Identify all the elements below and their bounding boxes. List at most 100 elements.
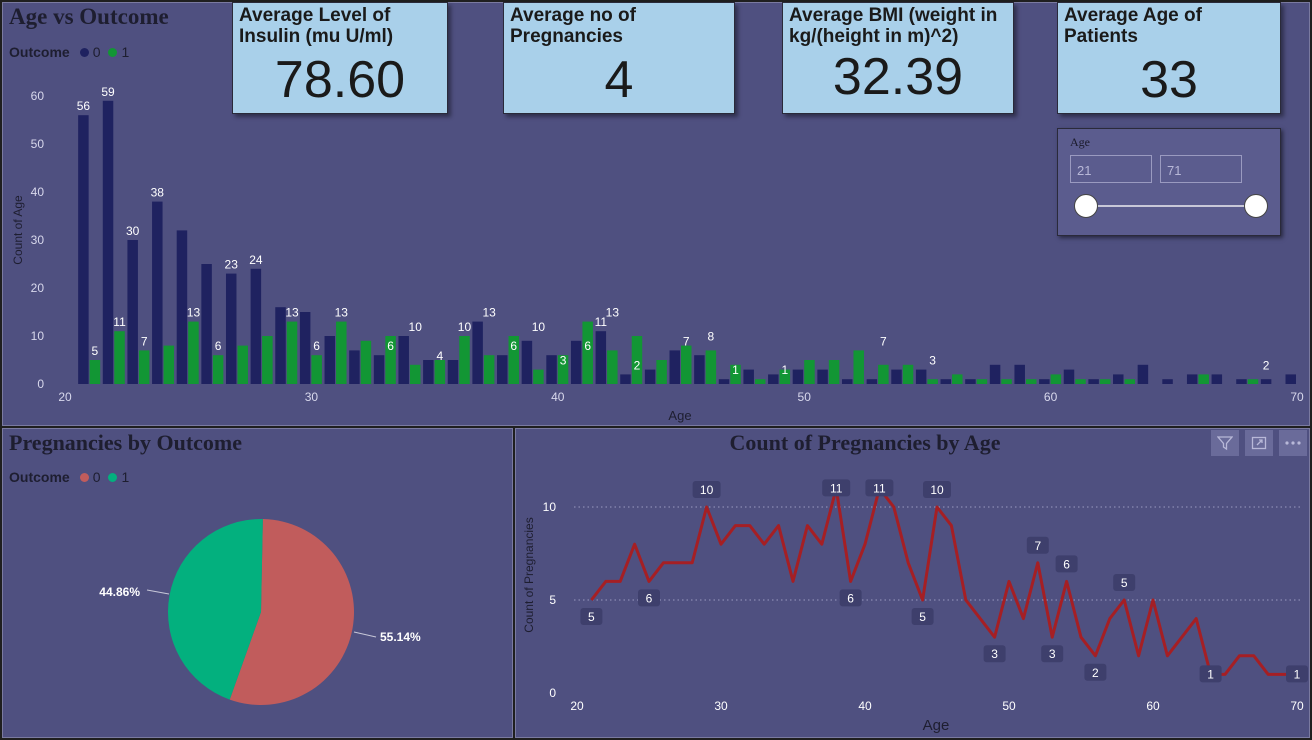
bar-data-label: 1 — [781, 363, 788, 377]
x-tick-label: 20 — [570, 699, 584, 713]
legend-dot-1 — [108, 47, 118, 57]
bar-outcome-1 — [89, 360, 101, 384]
age-min-input[interactable]: 21 — [1070, 155, 1152, 183]
bar-outcome-0 — [497, 355, 508, 384]
bar-data-label: 6 — [313, 339, 320, 353]
bar-outcome-0 — [915, 369, 927, 384]
bar-outcome-0 — [841, 379, 853, 384]
bar-outcome-0 — [792, 369, 804, 384]
age-vs-outcome-bar-chart: 0 10 20 30 40 50 60 20 30 40 50 60 70 Age Count of Age… — [11, 85, 1304, 423]
bar-data-label: 56 — [77, 99, 91, 113]
pie-legend-dot-0 — [79, 472, 89, 482]
y-tick-label: 50 — [31, 137, 45, 151]
bar-data-label: 6 — [215, 339, 222, 353]
bar-chart-title: Age vs Outcome — [9, 4, 169, 29]
bar-outcome-0 — [546, 355, 557, 384]
pregnancies-card: Average no of Pregnancies 4 — [503, 2, 735, 114]
bar-outcome-0 — [152, 201, 163, 384]
count-of-pregnancies-panel — [515, 428, 1310, 738]
bar-outcome-1 — [1099, 379, 1111, 384]
pie-leader-line — [353, 631, 377, 638]
bar-outcome-1 — [927, 379, 938, 384]
pie-chart-legend: Outcome 0 1 — [9, 469, 129, 485]
bar-outcome-0 — [940, 379, 952, 384]
filter-icon[interactable] — [1211, 430, 1239, 456]
age-card-value: 33 — [1140, 51, 1198, 109]
data-label-box — [911, 608, 934, 625]
bar-outcome-0 — [521, 340, 533, 384]
legend-label-1: 1 — [121, 44, 130, 60]
age-max-input[interactable]: 71 — [1160, 155, 1242, 183]
bar-outcome-0 — [965, 379, 976, 384]
y-tick-label: 0 — [549, 686, 556, 700]
bar-outcome-1 — [1075, 379, 1086, 384]
bar-outcome-0 — [1014, 364, 1025, 384]
bar-outcome-0 — [1186, 374, 1198, 384]
bar-outcome-1 — [138, 350, 150, 384]
bar-outcome-0 — [743, 369, 754, 384]
bar-data-label: 7 — [141, 334, 148, 348]
bar-data-label: 11 — [113, 315, 126, 329]
bar-data-label: 23 — [225, 258, 239, 272]
age-slider-max-handle[interactable] — [1244, 194, 1268, 218]
bar-outcome-1 — [311, 355, 322, 384]
x-axis-title: Age — [668, 408, 691, 423]
bar-data-label: 1 — [732, 363, 739, 377]
y-tick-label: 10 — [543, 500, 557, 514]
data-label-box — [692, 481, 721, 498]
focus-mode-icon[interactable] — [1245, 430, 1273, 456]
bar-data-label: 11 — [595, 315, 608, 329]
bar-data-label: 13 — [285, 306, 299, 320]
pie-chart-title: Pregnancies by Outcome — [9, 430, 243, 455]
data-label-box — [983, 645, 1006, 663]
bar-outcome-1 — [188, 321, 199, 384]
bar-outcome-0 — [1211, 374, 1223, 384]
line-series — [590, 486, 1297, 676]
bar-outcome-0 — [250, 268, 262, 384]
bar-outcome-1 — [360, 340, 372, 384]
x-tick-label: 60 — [1044, 390, 1058, 404]
bar-outcome-0 — [1285, 374, 1296, 384]
bar-outcome-0 — [1039, 379, 1050, 384]
bar-outcome-1 — [385, 336, 396, 384]
bar-outcome-0 — [768, 374, 779, 384]
x-tick-label: 70 — [1290, 699, 1304, 713]
bar-outcome-1 — [459, 336, 470, 384]
age-slider-track[interactable] — [1086, 205, 1258, 207]
bar-outcome-1 — [336, 321, 347, 384]
bmi-card: Average BMI (weight in kg/(height in m)^… — [782, 2, 1014, 114]
data-label-box — [1041, 645, 1064, 663]
pie-leader-line — [146, 589, 170, 595]
x-tick-label: 70 — [1290, 390, 1304, 404]
y-tick-label: 40 — [31, 185, 45, 199]
bar-outcome-0 — [817, 369, 828, 384]
bar-data-label: 13 — [482, 306, 496, 320]
bar-outcome-0 — [866, 379, 878, 384]
bar-outcome-1 — [828, 360, 840, 384]
pregnancies-card-title: Average no of Pregnancies — [510, 5, 636, 47]
data-label-box — [638, 589, 660, 607]
age-slicer: Age 21 71 — [1057, 128, 1281, 236]
bar-data-label: 24 — [249, 253, 263, 267]
line-data-label: 5 — [1121, 576, 1128, 590]
bar-outcome-1 — [557, 355, 569, 384]
line-data-label: 11 — [873, 481, 886, 495]
bar-outcome-0 — [275, 307, 286, 384]
bar-outcome-1 — [656, 360, 667, 384]
line-data-label: 6 — [1063, 557, 1070, 571]
bar-outcome-0 — [694, 355, 705, 384]
more-options-icon[interactable] — [1279, 430, 1307, 456]
line-data-label: 11 — [830, 481, 843, 495]
y-tick-label: 5 — [549, 593, 556, 607]
bar-outcome-0 — [1088, 379, 1099, 384]
age-slider-min-handle[interactable] — [1074, 194, 1098, 218]
x-tick-label: 20 — [58, 390, 72, 404]
bar-outcome-1 — [1124, 379, 1136, 384]
bar-data-label: 4 — [437, 349, 444, 363]
bar-data-label: 10 — [532, 320, 546, 334]
bar-outcome-1 — [237, 345, 248, 384]
y-tick-label: 0 — [37, 377, 44, 391]
bar-outcome-1 — [1198, 374, 1209, 384]
bar-outcome-0 — [423, 360, 434, 384]
pie-slice-1 — [168, 519, 263, 700]
